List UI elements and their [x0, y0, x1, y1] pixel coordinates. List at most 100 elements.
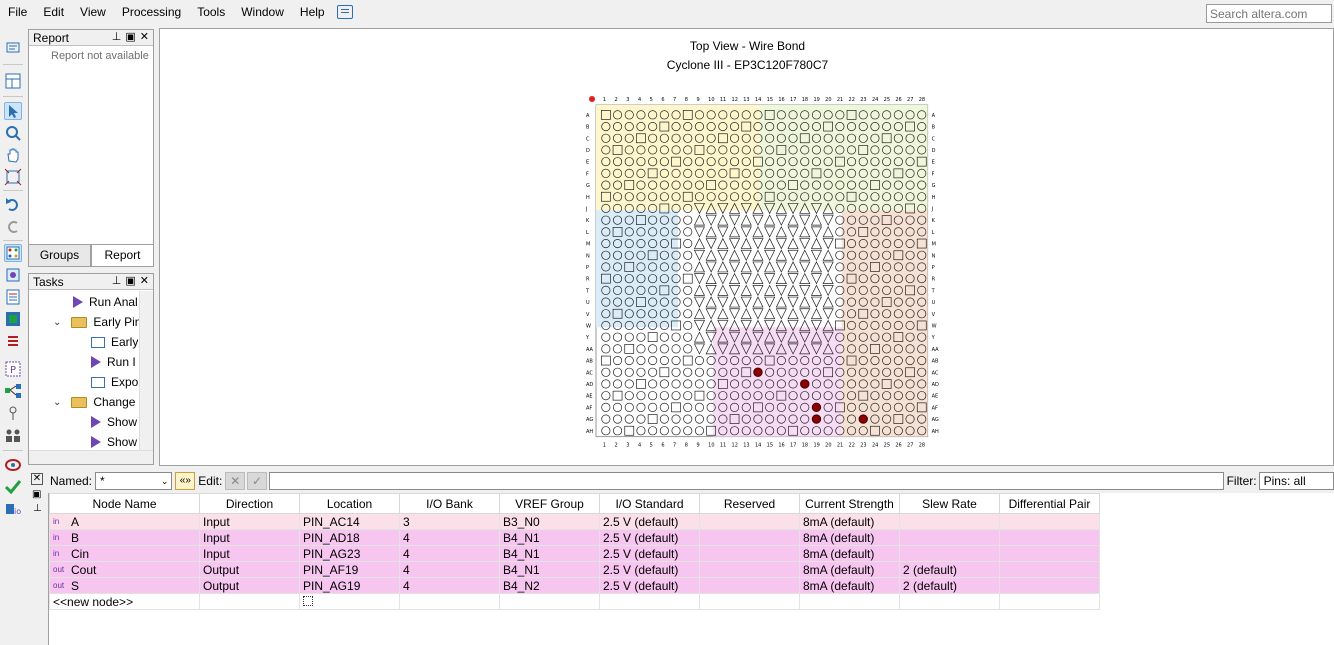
cell-current[interactable]: 8mA (default) [799, 529, 900, 546]
cell-location[interactable]: PIN_AD18 [299, 529, 400, 546]
people-icon[interactable] [4, 426, 22, 444]
cell-direction[interactable]: Input [199, 529, 300, 546]
cancel-edit-button[interactable]: ✕ [225, 472, 246, 490]
cell-diff[interactable] [999, 577, 1100, 594]
select-icon[interactable] [4, 102, 22, 120]
node-finder-button[interactable]: «» [175, 472, 196, 490]
tasks-scrollbar-horizontal[interactable] [29, 450, 153, 464]
package-icon[interactable] [4, 310, 22, 328]
cell-slew[interactable] [899, 513, 1000, 530]
accept-edit-button[interactable]: ✓ [247, 472, 267, 490]
task-item[interactable]: ⌄ Change V [53, 393, 147, 411]
checklist-icon[interactable] [4, 332, 22, 350]
column-header[interactable]: Slew Rate [899, 493, 1000, 514]
pin-p-icon[interactable]: P [4, 360, 22, 378]
column-header[interactable]: VREF Group [499, 493, 600, 514]
search-input[interactable] [1206, 4, 1332, 23]
cell-name[interactable]: in B [49, 529, 200, 546]
float-icon[interactable]: ▣ [125, 275, 136, 287]
cell-reserved[interactable] [699, 513, 800, 530]
cell-bank[interactable]: 4 [399, 577, 500, 594]
column-header[interactable]: Direction [199, 493, 300, 514]
filter-dropdown[interactable]: Pins: all [1258, 472, 1334, 490]
close-icon[interactable]: ✕ [139, 275, 149, 287]
cell-name[interactable]: in A [49, 513, 200, 530]
pin-planner-icon[interactable] [4, 244, 22, 262]
column-header[interactable]: I/O Standard [599, 493, 700, 514]
menu-view[interactable]: View [80, 5, 106, 19]
layout-icon[interactable] [4, 72, 22, 90]
empty-cell[interactable] [199, 593, 300, 610]
cell-reserved[interactable] [699, 577, 800, 594]
cell-standard[interactable]: 2.5 V (default) [599, 577, 700, 594]
menu-file[interactable]: File [8, 5, 28, 19]
column-header[interactable]: Differential Pair [999, 493, 1100, 514]
column-header[interactable]: Current Strength [799, 493, 900, 514]
close-icon[interactable]: ✕ [31, 473, 43, 485]
cell-vref[interactable]: B4_N1 [499, 545, 600, 562]
task-item[interactable]: Early [91, 333, 138, 351]
cell-standard[interactable]: 2.5 V (default) [599, 513, 700, 530]
edit-field[interactable] [268, 472, 1224, 490]
table-row[interactable]: in A Input PIN_AC14 3 B3_N0 2.5 V (default) 8mA… [49, 513, 1100, 530]
refresh-icon[interactable] [4, 456, 22, 474]
tab-report[interactable]: Report [91, 245, 154, 267]
tasks-scrollbar-vertical[interactable] [139, 291, 153, 451]
chevron-down-icon[interactable]: ⌄ [53, 396, 62, 408]
network-icon[interactable] [4, 382, 22, 400]
table-row[interactable]: in B Input PIN_AD18 4 B4_N1 2.5 V (default) 8mA… [49, 529, 1100, 546]
table-row[interactable]: in Cin Input PIN_AG23 4 B4_N1 2.5 V (default) 8… [49, 545, 1100, 562]
cell-slew[interactable] [899, 529, 1000, 546]
table-row[interactable]: out S Output PIN_AG19 4 B4_N2 2.5 V (default) 8… [49, 577, 1100, 594]
empty-cell[interactable] [399, 593, 500, 610]
close-icon[interactable]: ✕ [139, 31, 149, 43]
io-assign-icon[interactable]: io [4, 500, 22, 518]
column-header[interactable]: Location [299, 493, 400, 514]
task-item[interactable]: Show [91, 433, 137, 451]
cell-location[interactable]: PIN_AF19 [299, 561, 400, 578]
cell-bank[interactable]: 3 [399, 513, 500, 530]
column-header[interactable]: Node Name [49, 493, 200, 514]
cell-diff[interactable] [999, 529, 1100, 546]
report-icon[interactable] [4, 288, 22, 306]
task-item[interactable]: Run I [91, 353, 136, 371]
cell-direction[interactable]: Input [199, 545, 300, 562]
cell-location[interactable]: PIN_AG23 [299, 545, 400, 562]
pin-icon[interactable]: ⊥ [111, 275, 122, 287]
cell-name[interactable]: out S [49, 577, 200, 594]
package-pin-grid[interactable]: 1122334455667788991010111112121313141415… [540, 79, 940, 459]
cell-vref[interactable]: B4_N1 [499, 561, 600, 578]
menu-help[interactable]: Help [299, 5, 325, 19]
new-node-cell[interactable]: <<new node>> [49, 593, 200, 610]
cell-diff[interactable] [999, 561, 1100, 578]
cell-reserved[interactable] [699, 561, 800, 578]
message-icon[interactable] [4, 40, 22, 58]
empty-cell[interactable] [599, 593, 700, 610]
cell-direction[interactable]: Output [199, 577, 300, 594]
float-icon[interactable]: ▣ [125, 31, 136, 43]
float-icon[interactable]: ▣ [32, 489, 42, 500]
tab-groups[interactable]: Groups [28, 245, 91, 267]
zoom-icon[interactable] [4, 124, 22, 142]
cell-bank[interactable]: 4 [399, 529, 500, 546]
empty-cell[interactable] [699, 593, 800, 610]
cell-reserved[interactable] [699, 529, 800, 546]
cell-location[interactable]: PIN_AG19 [299, 577, 400, 594]
cell-current[interactable]: 8mA (default) [799, 545, 900, 562]
cell-current[interactable]: 8mA (default) [799, 513, 900, 530]
cell-reserved[interactable] [699, 545, 800, 562]
cell-diff[interactable] [999, 513, 1100, 530]
pin-icon[interactable]: ⊥ [111, 31, 122, 43]
cell-slew[interactable]: 2 (default) [899, 577, 1000, 594]
cell-location[interactable]: PIN_AC14 [299, 513, 400, 530]
menu-window[interactable]: Window [241, 5, 284, 19]
table-row[interactable]: out Cout Output PIN_AF19 4 B4_N1 2.5 V (defaul… [49, 561, 1100, 578]
menu-edit[interactable]: Edit [43, 5, 65, 19]
task-item[interactable]: Show [91, 413, 137, 431]
task-item[interactable]: Expo [91, 373, 138, 391]
empty-cell[interactable] [499, 593, 600, 610]
cell-bank[interactable]: 4 [399, 561, 500, 578]
menu-tools[interactable]: Tools [197, 5, 226, 19]
cell-current[interactable]: 8mA (default) [799, 577, 900, 594]
column-header[interactable]: I/O Bank [399, 493, 500, 514]
